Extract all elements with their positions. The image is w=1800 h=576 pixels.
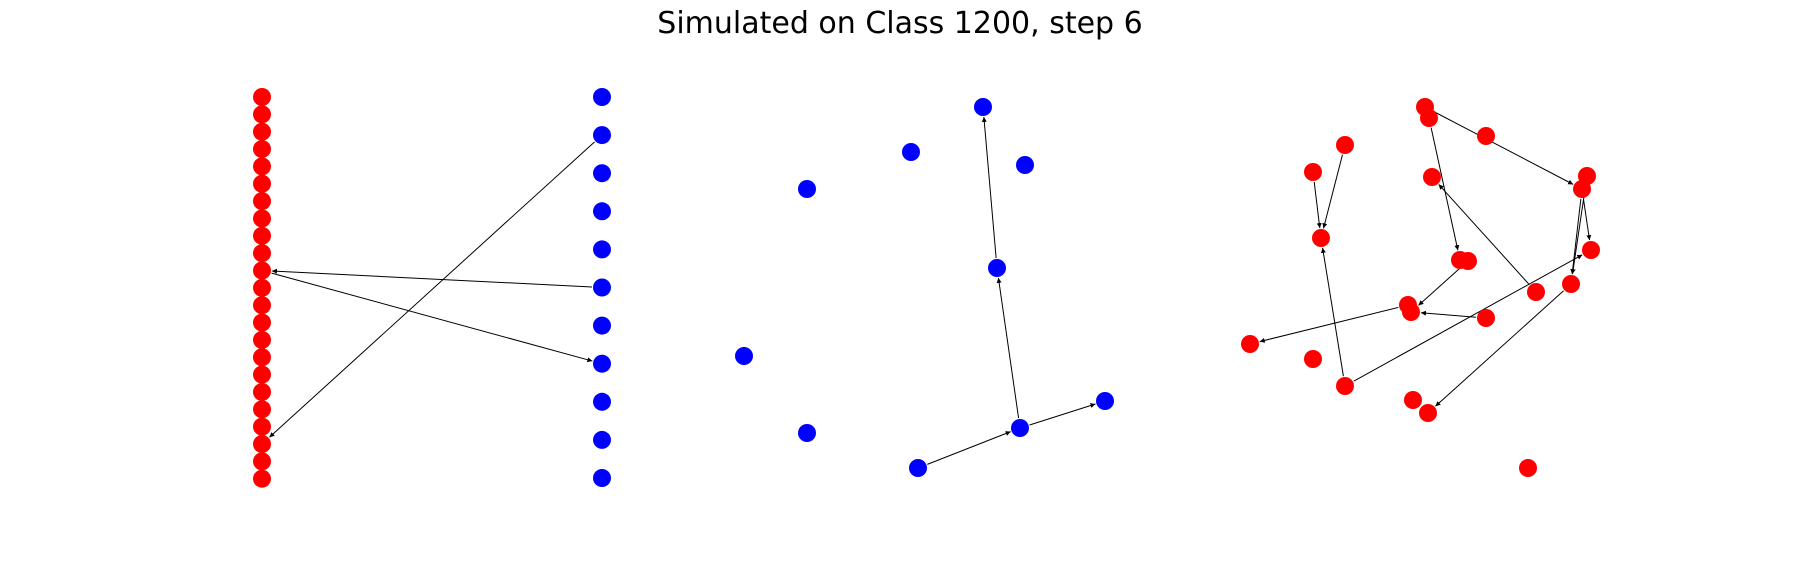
red-graph-edge-9 bbox=[1259, 306, 1399, 343]
blue-graph-edge-3 bbox=[1029, 403, 1096, 426]
blue-column-node bbox=[593, 240, 611, 259]
blue-graph-edge-1 bbox=[996, 277, 1020, 419]
blue-column-node bbox=[593, 88, 611, 106]
blue-graph-node bbox=[974, 98, 992, 116]
red-column-node bbox=[253, 226, 271, 245]
red-column-node bbox=[253, 313, 271, 332]
red-graph-edge-7 bbox=[1570, 198, 1582, 275]
red-graph-edge-6 bbox=[1582, 198, 1592, 241]
red-column-node bbox=[253, 88, 271, 106]
blue-graph-edge-0 bbox=[981, 116, 997, 259]
red-column-node bbox=[253, 400, 271, 419]
red-graph-node bbox=[1519, 459, 1537, 477]
blue-graph-node bbox=[902, 143, 920, 161]
red-graph-node bbox=[1336, 136, 1354, 154]
red-graph-node bbox=[1527, 283, 1545, 301]
red-column-node bbox=[253, 244, 271, 263]
blue-column-node bbox=[593, 430, 611, 449]
red-graph-node bbox=[1582, 241, 1600, 259]
edges-layer bbox=[269, 108, 1592, 465]
blue-graph-node bbox=[909, 459, 927, 477]
red-graph-node bbox=[1404, 391, 1422, 409]
red-column-node bbox=[253, 365, 271, 384]
blue-graph-node bbox=[1016, 156, 1034, 174]
red-graph-edge-11 bbox=[1418, 267, 1461, 306]
blue-column-node bbox=[593, 202, 611, 221]
red-column-node bbox=[253, 261, 271, 280]
red-graph-node bbox=[1336, 377, 1354, 395]
red-column-node bbox=[253, 417, 271, 436]
red-column-node bbox=[253, 296, 271, 315]
blue-graph-node bbox=[1096, 392, 1114, 410]
nodes-layer bbox=[253, 88, 1600, 488]
red-graph-node bbox=[1419, 404, 1437, 422]
red-column-node bbox=[253, 122, 271, 141]
red-graph-edge-5 bbox=[1313, 181, 1322, 229]
figure-title: Simulated on Class 1200, step 6 bbox=[657, 6, 1143, 41]
red-graph-node bbox=[1573, 180, 1591, 198]
red-graph-node bbox=[1420, 109, 1438, 127]
blue-graph-node bbox=[798, 424, 816, 442]
blue-column-node bbox=[593, 354, 611, 373]
red-column-node bbox=[253, 105, 271, 124]
red-column-node bbox=[253, 435, 271, 453]
bipartite-layout-edge-2 bbox=[271, 272, 593, 363]
red-graph-edge-0 bbox=[1433, 111, 1574, 185]
blue-column-node bbox=[593, 278, 611, 297]
red-graph-node bbox=[1459, 252, 1477, 270]
red-column-node bbox=[253, 330, 271, 349]
bipartite-layout-edge-0 bbox=[269, 141, 595, 438]
red-column-node bbox=[253, 382, 271, 401]
red-graph-node bbox=[1477, 309, 1495, 327]
red-column-node bbox=[253, 452, 271, 471]
red-graph-edge-3 bbox=[1430, 127, 1460, 251]
red-graph-edge-12 bbox=[1320, 247, 1344, 377]
blue-column-node bbox=[593, 164, 611, 183]
red-column-node bbox=[253, 209, 271, 228]
red-graph-node bbox=[1562, 275, 1580, 293]
blue-column-node bbox=[593, 316, 611, 335]
red-graph-edge-14 bbox=[1435, 290, 1564, 407]
blue-graph-node bbox=[798, 180, 816, 198]
blue-graph-node bbox=[1011, 419, 1029, 437]
blue-column-node bbox=[593, 469, 611, 487]
red-graph-edge-13 bbox=[1353, 254, 1583, 382]
red-column-node bbox=[253, 348, 271, 367]
red-column-node bbox=[253, 469, 271, 488]
red-column-node bbox=[253, 140, 271, 159]
red-column-node bbox=[253, 192, 271, 211]
blue-column-node bbox=[593, 126, 611, 145]
red-graph-node bbox=[1241, 335, 1259, 353]
red-graph-node bbox=[1477, 127, 1495, 145]
blue-column-node bbox=[593, 392, 611, 411]
red-graph-edge-10 bbox=[1420, 310, 1477, 318]
bipartite-layout-edge-1 bbox=[271, 268, 593, 288]
red-graph-edge-1 bbox=[1322, 154, 1343, 229]
red-column-node bbox=[253, 278, 271, 297]
blue-graph-node bbox=[735, 347, 753, 365]
red-graph-edge-8 bbox=[1438, 184, 1530, 285]
red-graph-node bbox=[1312, 229, 1330, 247]
red-graph-node bbox=[1304, 163, 1322, 181]
red-column-node bbox=[253, 157, 271, 176]
blue-graph-node bbox=[988, 259, 1006, 277]
red-graph-node bbox=[1402, 303, 1420, 321]
red-column-node bbox=[253, 174, 271, 193]
red-graph-node bbox=[1304, 350, 1322, 368]
blue-graph-edge-2 bbox=[927, 431, 1011, 465]
red-graph-node bbox=[1423, 168, 1441, 186]
